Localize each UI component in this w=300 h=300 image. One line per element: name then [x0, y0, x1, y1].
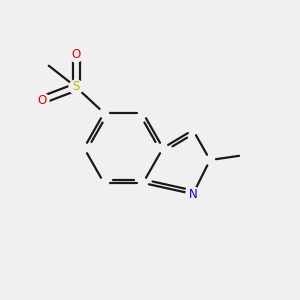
Circle shape: [69, 48, 83, 62]
Text: N: N: [189, 188, 197, 200]
Text: O: O: [38, 94, 46, 106]
Text: S: S: [72, 80, 80, 94]
Circle shape: [69, 80, 83, 94]
Circle shape: [35, 93, 49, 107]
Circle shape: [186, 187, 200, 201]
Text: O: O: [71, 49, 81, 62]
